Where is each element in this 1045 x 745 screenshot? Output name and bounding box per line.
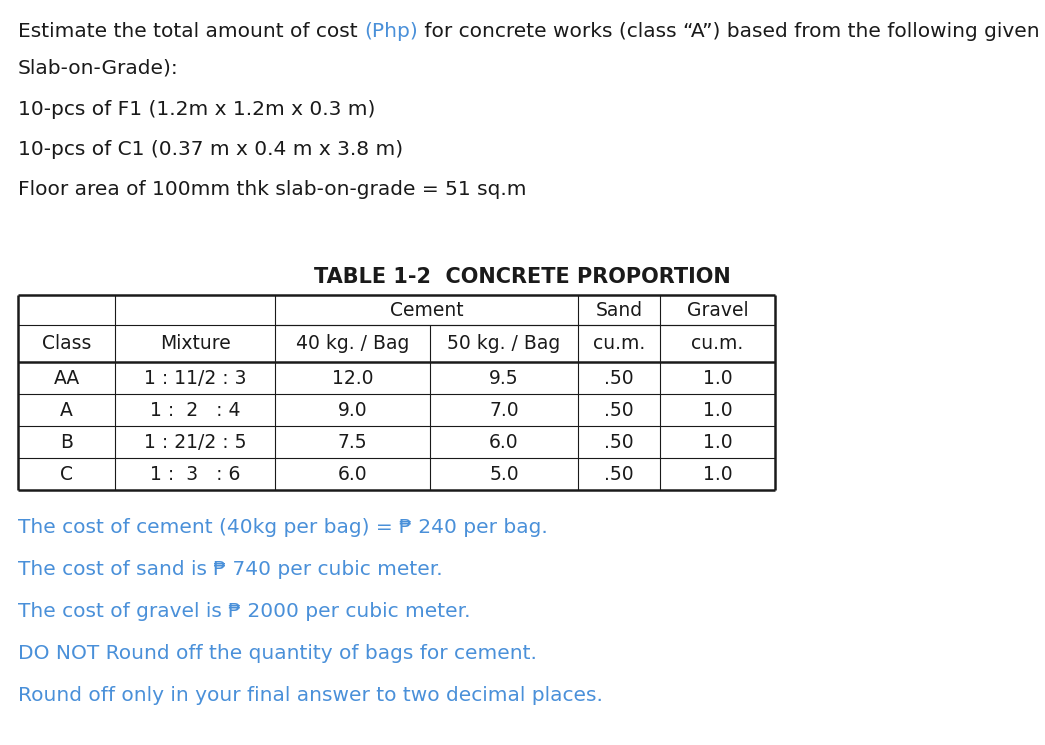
Text: 1.0: 1.0 xyxy=(702,401,733,419)
Text: cu.m.: cu.m. xyxy=(692,334,744,353)
Text: Slab-on-Grade):: Slab-on-Grade): xyxy=(18,58,179,77)
Text: The cost of sand is ₱ 740 per cubic meter.: The cost of sand is ₱ 740 per cubic mete… xyxy=(18,560,443,579)
Text: cu.m.: cu.m. xyxy=(593,334,645,353)
Text: Class: Class xyxy=(42,334,91,353)
Text: 9.5: 9.5 xyxy=(489,369,518,387)
Text: 10-pcs of C1 (0.37 m x 0.4 m x 3.8 m): 10-pcs of C1 (0.37 m x 0.4 m x 3.8 m) xyxy=(18,140,403,159)
Text: AA: AA xyxy=(53,369,79,387)
Text: for concrete works (class “A”) based from the following given (F1, C1, and: for concrete works (class “A”) based fro… xyxy=(418,22,1045,41)
Text: 1.0: 1.0 xyxy=(702,433,733,451)
Text: 1.0: 1.0 xyxy=(702,464,733,484)
Text: 40 kg. / Bag: 40 kg. / Bag xyxy=(296,334,410,353)
Text: 6.0: 6.0 xyxy=(489,433,518,451)
Text: .50: .50 xyxy=(604,464,634,484)
Text: Gravel: Gravel xyxy=(687,300,748,320)
Text: Estimate the total amount of cost: Estimate the total amount of cost xyxy=(18,22,364,41)
Text: (Php): (Php) xyxy=(364,22,418,41)
Text: Cement: Cement xyxy=(390,300,463,320)
Text: TABLE 1-2  CONCRETE PROPORTION: TABLE 1-2 CONCRETE PROPORTION xyxy=(315,267,730,287)
Text: Sand: Sand xyxy=(596,300,643,320)
Text: A: A xyxy=(60,401,73,419)
Text: 10-pcs of F1 (1.2m x 1.2m x 0.3 m): 10-pcs of F1 (1.2m x 1.2m x 0.3 m) xyxy=(18,100,375,119)
Text: The cost of gravel is ₱ 2000 per cubic meter.: The cost of gravel is ₱ 2000 per cubic m… xyxy=(18,602,470,621)
Text: 50 kg. / Bag: 50 kg. / Bag xyxy=(447,334,560,353)
Text: The cost of cement (40kg per bag) = ₱ 240 per bag.: The cost of cement (40kg per bag) = ₱ 24… xyxy=(18,518,548,537)
Text: 1.0: 1.0 xyxy=(702,369,733,387)
Text: 7.5: 7.5 xyxy=(338,433,367,451)
Text: Mixture: Mixture xyxy=(160,334,230,353)
Text: .50: .50 xyxy=(604,369,634,387)
Text: Floor area of 100mm thk slab-on-grade = 51 sq.m: Floor area of 100mm thk slab-on-grade = … xyxy=(18,180,527,199)
Text: .50: .50 xyxy=(604,433,634,451)
Text: B: B xyxy=(60,433,73,451)
Text: Round off only in your final answer to two decimal places.: Round off only in your final answer to t… xyxy=(18,686,603,705)
Text: DO NOT Round off the quantity of bags for cement.: DO NOT Round off the quantity of bags fo… xyxy=(18,644,537,663)
Text: 1 : 11/2 : 3: 1 : 11/2 : 3 xyxy=(144,369,247,387)
Text: 1 :  2   : 4: 1 : 2 : 4 xyxy=(149,401,240,419)
Text: 5.0: 5.0 xyxy=(489,464,518,484)
Text: .50: .50 xyxy=(604,401,634,419)
Text: 1 :  3   : 6: 1 : 3 : 6 xyxy=(149,464,240,484)
Text: 6.0: 6.0 xyxy=(338,464,367,484)
Text: C: C xyxy=(60,464,73,484)
Text: 7.0: 7.0 xyxy=(489,401,518,419)
Text: 1 : 21/2 : 5: 1 : 21/2 : 5 xyxy=(144,433,247,451)
Text: 12.0: 12.0 xyxy=(331,369,373,387)
Text: 9.0: 9.0 xyxy=(338,401,367,419)
